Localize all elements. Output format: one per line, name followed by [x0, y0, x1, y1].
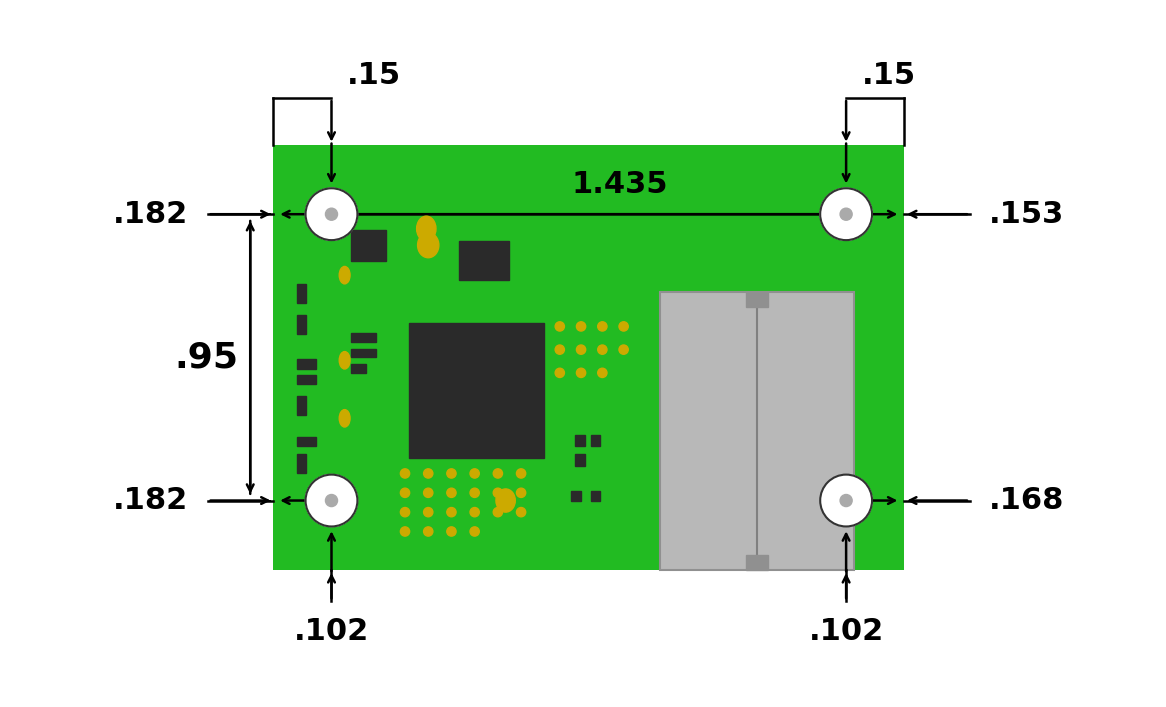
- Circle shape: [400, 488, 409, 498]
- Circle shape: [305, 474, 358, 527]
- Bar: [296, 359, 316, 369]
- Ellipse shape: [339, 267, 350, 284]
- Bar: [660, 291, 854, 570]
- Circle shape: [598, 345, 607, 354]
- Circle shape: [305, 188, 358, 240]
- Circle shape: [325, 208, 337, 221]
- Bar: [296, 437, 316, 446]
- Ellipse shape: [329, 488, 350, 513]
- Bar: [591, 435, 600, 446]
- Circle shape: [555, 368, 564, 378]
- Bar: [296, 315, 307, 334]
- Text: .153: .153: [989, 199, 1065, 228]
- Text: .95: .95: [175, 340, 239, 375]
- Circle shape: [820, 188, 872, 240]
- Circle shape: [555, 322, 564, 331]
- Text: 1.435: 1.435: [571, 170, 668, 199]
- Circle shape: [324, 207, 338, 221]
- Bar: [296, 396, 307, 416]
- Circle shape: [470, 508, 479, 517]
- Ellipse shape: [417, 233, 438, 258]
- Circle shape: [470, 527, 479, 536]
- Bar: [575, 454, 585, 466]
- Ellipse shape: [496, 489, 515, 512]
- Bar: [351, 349, 375, 357]
- Circle shape: [576, 322, 585, 331]
- Text: .182: .182: [113, 486, 189, 515]
- Circle shape: [423, 488, 433, 498]
- Circle shape: [517, 469, 526, 478]
- Circle shape: [820, 188, 872, 240]
- Bar: [591, 491, 600, 501]
- Circle shape: [400, 527, 409, 536]
- Circle shape: [840, 207, 854, 221]
- Circle shape: [400, 508, 409, 517]
- Circle shape: [423, 508, 433, 517]
- Circle shape: [423, 527, 433, 536]
- Circle shape: [423, 469, 433, 478]
- Circle shape: [840, 494, 852, 507]
- Circle shape: [619, 345, 628, 354]
- Circle shape: [820, 474, 872, 527]
- Circle shape: [305, 474, 358, 527]
- Bar: [660, 291, 854, 570]
- Bar: [571, 491, 581, 501]
- Circle shape: [576, 345, 585, 354]
- Circle shape: [598, 368, 607, 378]
- Text: .15: .15: [347, 62, 401, 90]
- Circle shape: [470, 469, 479, 478]
- Circle shape: [493, 508, 503, 517]
- Text: .15: .15: [862, 62, 915, 90]
- Bar: [296, 284, 307, 303]
- Text: .102: .102: [808, 617, 884, 645]
- Circle shape: [493, 488, 503, 498]
- Bar: [746, 555, 767, 570]
- Ellipse shape: [339, 409, 350, 427]
- Circle shape: [517, 508, 526, 517]
- Circle shape: [555, 345, 564, 354]
- Bar: [409, 322, 545, 458]
- Circle shape: [447, 469, 456, 478]
- Circle shape: [324, 493, 338, 508]
- Bar: [351, 230, 386, 261]
- Circle shape: [400, 469, 409, 478]
- Circle shape: [576, 368, 585, 378]
- Circle shape: [619, 322, 628, 331]
- Text: .168: .168: [989, 486, 1065, 515]
- Circle shape: [493, 469, 503, 478]
- Bar: [351, 334, 375, 342]
- Circle shape: [517, 488, 526, 498]
- Text: .182: .182: [113, 199, 189, 228]
- Circle shape: [470, 488, 479, 498]
- Bar: [459, 241, 510, 280]
- Circle shape: [840, 493, 854, 508]
- Bar: [351, 364, 366, 373]
- Text: .102: .102: [294, 617, 370, 645]
- Bar: [296, 375, 316, 385]
- Circle shape: [820, 474, 872, 527]
- Bar: [575, 435, 585, 446]
- Circle shape: [325, 494, 337, 507]
- Circle shape: [840, 208, 852, 221]
- Ellipse shape: [416, 216, 436, 241]
- Bar: [296, 454, 307, 474]
- Ellipse shape: [339, 351, 350, 369]
- Bar: [274, 144, 904, 570]
- Circle shape: [305, 188, 358, 240]
- Circle shape: [447, 488, 456, 498]
- Circle shape: [447, 527, 456, 536]
- Bar: [746, 291, 767, 307]
- Circle shape: [598, 322, 607, 331]
- Circle shape: [447, 508, 456, 517]
